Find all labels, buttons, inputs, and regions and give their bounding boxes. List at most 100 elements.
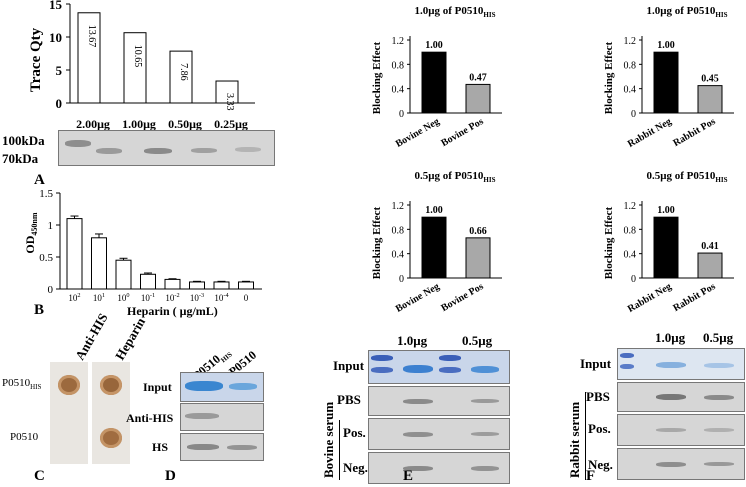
blot-band <box>471 399 499 403</box>
blot-band <box>656 428 686 432</box>
panelA-bar-label: 3.33 <box>224 93 235 111</box>
blot-band <box>656 462 686 467</box>
blot-band <box>371 355 393 361</box>
panelD-row-hs: HS <box>152 440 169 454</box>
blot-band <box>704 462 734 466</box>
blot-band <box>96 148 122 154</box>
chart-ytick-label: 0 <box>631 109 636 120</box>
chart-ytick-label: 0.4 <box>624 250 637 261</box>
panelF-conc-2: 0.5μg <box>703 330 734 345</box>
chart-bar-label: 0.41 <box>701 241 719 252</box>
blot-band <box>403 432 433 437</box>
blot-band <box>439 367 461 373</box>
panelE-bracket <box>339 420 340 480</box>
panelF-row-neg: Neg. <box>588 457 613 472</box>
chart-title: 1.0μg of P0510HIS <box>415 5 496 19</box>
panelD-row-input: Input <box>143 380 172 394</box>
panelB-bar <box>140 273 156 290</box>
chart-ytick-label: 0 <box>399 109 404 120</box>
panelA-category: 1.00μg <box>122 117 156 131</box>
panelB-ytick-label: 0 <box>48 284 54 296</box>
blot-band <box>403 399 433 404</box>
chart-ylabel: Blocking Effect <box>603 41 615 114</box>
bovine-chart-2: 0.5μg of P0510HIS Blocking Effect 0 0.4 0.8 1… <box>371 170 502 315</box>
blot-band <box>191 148 217 153</box>
panelB-bar <box>66 218 83 290</box>
chart-category: Rabbit Neg <box>626 281 674 315</box>
blot-band <box>656 362 686 368</box>
panel-label-f: F <box>586 468 596 484</box>
chart-ytick-label: 1.2 <box>392 36 405 47</box>
chart-title: 1.0μg of P0510HIS <box>647 5 728 19</box>
chart-bar <box>697 85 723 114</box>
panelB-bar <box>189 281 205 290</box>
panelB-xtick-label: 101 <box>93 292 105 303</box>
panelA-category: 0.25μg <box>214 117 248 131</box>
panelF-row-pbs: PBS <box>586 389 610 404</box>
chart-ytick-label: 0 <box>631 274 636 285</box>
panelA-bar <box>169 50 193 104</box>
panel-label-e: E <box>403 468 414 484</box>
chart-bar <box>697 252 723 279</box>
panelE-row-pos: Pos. <box>343 425 366 440</box>
blot-band <box>371 367 393 373</box>
panel-label-d: D <box>165 468 176 484</box>
panelC-row-p0510his: P0510HIS <box>2 377 42 392</box>
panelD-row-antihis: Anti-HIS <box>126 411 174 425</box>
panelA-bar <box>123 32 147 104</box>
panelA-bar-label: 10.65 <box>132 45 143 68</box>
chart-ytick-label: 0.4 <box>392 85 405 96</box>
marker-70kda: 70kDa <box>2 151 39 166</box>
panelD-hs-blot <box>180 433 264 461</box>
panelE-row-neg: Neg. <box>343 460 368 475</box>
panelB-xlabel: Heparin ( μg/mL) <box>127 304 218 318</box>
panelA-ytick-label: 15 <box>49 0 63 12</box>
panelC-row-p0510: P0510 <box>10 431 39 443</box>
panelE-row-pbs: PBS <box>337 392 361 407</box>
chart-category: Bovine Neg <box>394 116 442 150</box>
chart-category: Bovine Neg <box>394 281 442 315</box>
panelA-ytick-label: 0 <box>56 96 63 111</box>
panelF-conc-1: 1.0μg <box>655 330 686 345</box>
blot-band <box>471 366 499 373</box>
panelA-category: 2.00μg <box>76 117 110 131</box>
panelE-pos-blot-row <box>368 418 510 450</box>
panelC-dot <box>100 375 122 395</box>
chart-bar-label: 1.00 <box>425 40 443 51</box>
chart-ytick-label: 1.2 <box>624 201 637 212</box>
panelB-bar <box>115 259 132 290</box>
panelE-conc-2: 0.5μg <box>462 333 493 348</box>
panelA-chart: Trace Qty 0 5 10 15 13.67 10.65 7.86 3.33 2.00… <box>28 0 255 131</box>
panelE-pbs-blot <box>368 386 510 416</box>
panelC-dot <box>100 428 122 448</box>
panelF-row-pos: Pos. <box>588 421 611 436</box>
blot-band <box>185 413 219 419</box>
blot-band <box>620 364 634 369</box>
chart-ytick-label: 0.8 <box>392 60 405 71</box>
chart-title: 0.5μg of P0510HIS <box>647 170 728 184</box>
bovine-chart-1: 1.0μg of P0510HIS Blocking Effect 0 0.4 0.8 1… <box>371 5 502 150</box>
blot-band <box>439 355 461 361</box>
chart-bar <box>421 216 447 279</box>
chart-ytick-label: 0.8 <box>624 225 637 236</box>
chart-bar-label: 1.00 <box>425 205 443 216</box>
chart-ylabel: Blocking Effect <box>371 206 383 279</box>
panelB-ytick-label: 1.5 <box>39 188 53 200</box>
chart-ytick-label: 1.2 <box>392 201 405 212</box>
panel-label-b: B <box>34 302 45 318</box>
chart-ylabel: Blocking Effect <box>603 206 615 279</box>
chart-bar <box>465 83 491 114</box>
panelF-input-blot <box>617 348 745 380</box>
chart-bar-label: 1.00 <box>657 205 675 216</box>
panelB-bar <box>213 281 230 290</box>
panelB-xtick-label: 0 <box>244 293 249 303</box>
panelA-bar <box>215 80 239 104</box>
chart-ylabel: Blocking Effect <box>371 41 383 114</box>
blot-band <box>704 363 734 368</box>
panelB-xtick-label: 10-2 <box>165 292 179 303</box>
blot-band <box>235 147 261 152</box>
panelF-row-input: Input <box>580 356 612 371</box>
chart-ytick-label: 0.4 <box>624 85 637 96</box>
chart-ytick-label: 0.4 <box>392 250 405 261</box>
chart-title: 0.5μg of P0510HIS <box>415 170 496 184</box>
